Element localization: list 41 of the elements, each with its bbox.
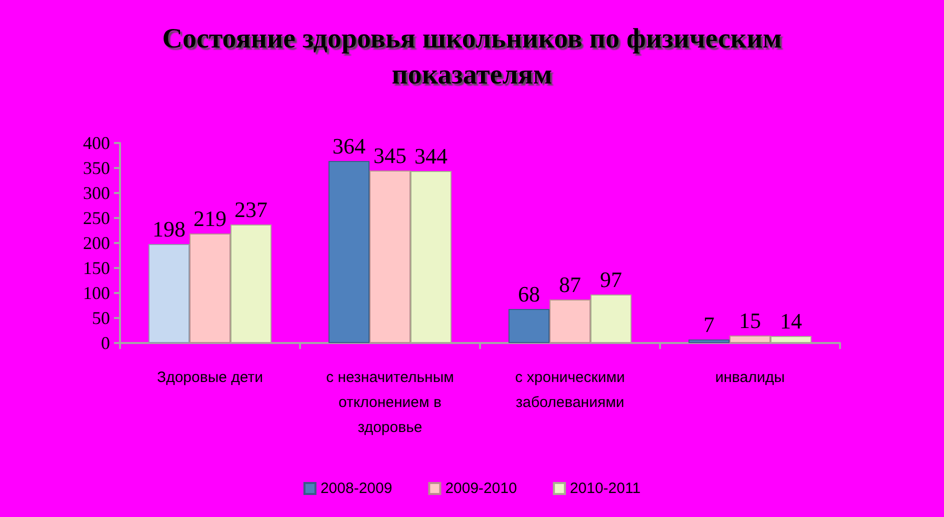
data-label: 87 (559, 272, 581, 297)
data-label: 68 (518, 282, 540, 306)
legend-label: 2009-2010 (445, 480, 517, 497)
bar (410, 171, 452, 343)
data-label: 364 (332, 134, 366, 158)
bar (508, 309, 550, 343)
bar (190, 234, 230, 343)
y-tick-label: 200 (83, 233, 110, 253)
data-label: 15 (739, 308, 761, 333)
x-tick-label: Здоровые дети (157, 369, 263, 386)
y-tick-label: 350 (83, 158, 110, 178)
data-label: 219 (194, 206, 226, 231)
data-label: 7 (704, 312, 714, 337)
bar (328, 161, 370, 343)
bar (148, 244, 190, 343)
bar (590, 294, 632, 343)
chart-title: Состояние здоровья школьников по физическим показателям (162, 24, 782, 90)
y-tick-label: 400 (83, 133, 110, 153)
bar (370, 170, 410, 343)
x-tick-label: с хроническими заболеваниями (515, 369, 625, 411)
bar (230, 224, 272, 343)
data-label: 198 (152, 216, 186, 242)
y-tick-label: 100 (83, 283, 110, 303)
y-tick-label: 300 (83, 183, 110, 203)
data-label: 97 (600, 267, 622, 292)
bar (688, 340, 730, 343)
y-tick-label: 150 (83, 258, 110, 278)
legend-label: 2008-2009 (320, 480, 392, 497)
y-tick-label: 0 (101, 333, 110, 353)
data-label: 345 (374, 143, 406, 168)
data-label: 344 (414, 144, 448, 168)
x-tick-label: с незначительным отклонением в здоровье (326, 369, 454, 436)
data-label: 237 (234, 197, 268, 222)
legend-label: 2010-2011 (570, 480, 641, 497)
data-label: 14 (780, 308, 802, 334)
bar (550, 300, 590, 343)
y-tick-label: 250 (83, 208, 110, 228)
bar (730, 336, 770, 343)
bar (770, 336, 812, 343)
y-tick-label: 50 (92, 308, 110, 328)
x-tick-label: инвалиды (715, 369, 785, 386)
